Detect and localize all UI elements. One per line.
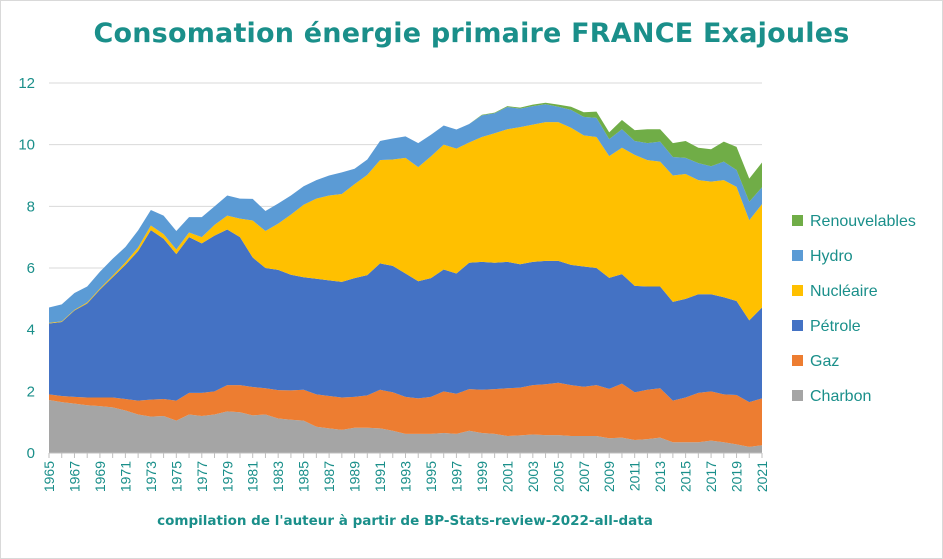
legend-label-petrole: Pétrole [810, 318, 861, 335]
x-tick-label: 1989 [347, 461, 363, 492]
x-tick-label: 1993 [398, 461, 414, 492]
x-tick-label: 1997 [448, 461, 464, 492]
x-tick-label: 1979 [219, 461, 235, 492]
x-tick-label: 2021 [754, 461, 770, 492]
x-tick-label: 1969 [92, 461, 108, 492]
legend-label-renouvelables: Renouvelables [810, 213, 916, 230]
legend-label-nucleaire: Nucléaire [810, 283, 878, 300]
x-tick-label: 2001 [499, 461, 515, 492]
area-nucleaire [49, 122, 762, 324]
x-tick-label: 2009 [601, 461, 617, 492]
legend-swatch-petrole [792, 320, 803, 331]
x-tick-label: 1967 [66, 461, 82, 492]
x-tick-label: 2017 [703, 461, 719, 492]
y-tick-label: 6 [27, 260, 35, 277]
area-hydro [49, 104, 762, 323]
chart-title: Consomation énergie primaire FRANCE Exaj… [93, 18, 850, 49]
x-tick-label: 1975 [168, 461, 184, 492]
x-tick-label: 1991 [372, 461, 388, 492]
x-tick-label: 2019 [729, 461, 745, 492]
x-tick-label: 1985 [296, 461, 312, 492]
x-tick-label: 1981 [245, 461, 261, 492]
area-series [49, 102, 762, 453]
legend-label-gaz: Gaz [810, 353, 839, 370]
legend-label-charbon: Charbon [810, 388, 871, 405]
x-tick-label: 1977 [194, 461, 210, 492]
legend-swatch-hydro [792, 250, 803, 261]
y-tick-labels: 0 2 4 6 8 10 12 [18, 75, 35, 462]
legend-swatch-nucleaire [792, 285, 803, 296]
area-charbon [49, 399, 762, 453]
y-tick-label: 8 [27, 198, 35, 215]
y-tick-label: 0 [27, 445, 35, 462]
x-tick-label: 2005 [550, 461, 566, 492]
y-tick-label: 12 [18, 75, 35, 92]
x-tick-label: 1965 [41, 461, 57, 492]
x-tick-label: 1995 [423, 461, 439, 492]
legend-label-hydro: Hydro [810, 248, 853, 265]
y-tick-label: 10 [18, 137, 35, 154]
x-tick-label: 1987 [321, 461, 337, 492]
legend: Renouvelables Hydro Nucléaire Pétrole Gaz Cha… [792, 213, 916, 405]
x-tick-label: 1971 [117, 461, 133, 492]
legend-swatch-charbon [792, 390, 803, 401]
x-tick-label: 1999 [474, 461, 490, 492]
x-tick-label: 1983 [270, 461, 286, 492]
x-tick-labels: 1965 1967 1969 1971 1973 1975 1977 1979 1981 1983… [41, 461, 770, 492]
x-tick-label: 2003 [525, 461, 541, 492]
area-gaz [49, 382, 762, 447]
axes [48, 452, 763, 458]
y-tick-label: 4 [27, 322, 35, 339]
legend-swatch-gaz [792, 355, 803, 366]
x-tick-label: 2013 [652, 461, 668, 492]
area-petrole [49, 229, 762, 403]
x-tick-label: 2007 [576, 461, 592, 492]
legend-swatch-renouvelables [792, 215, 803, 226]
y-tick-label: 2 [27, 383, 35, 400]
x-tick-label: 2011 [627, 461, 643, 491]
x-tick-label: 2015 [678, 461, 694, 492]
chart-subtitle: compilation de l'auteur à partir de BP-S… [157, 513, 653, 529]
x-tick-label: 1973 [143, 461, 159, 492]
